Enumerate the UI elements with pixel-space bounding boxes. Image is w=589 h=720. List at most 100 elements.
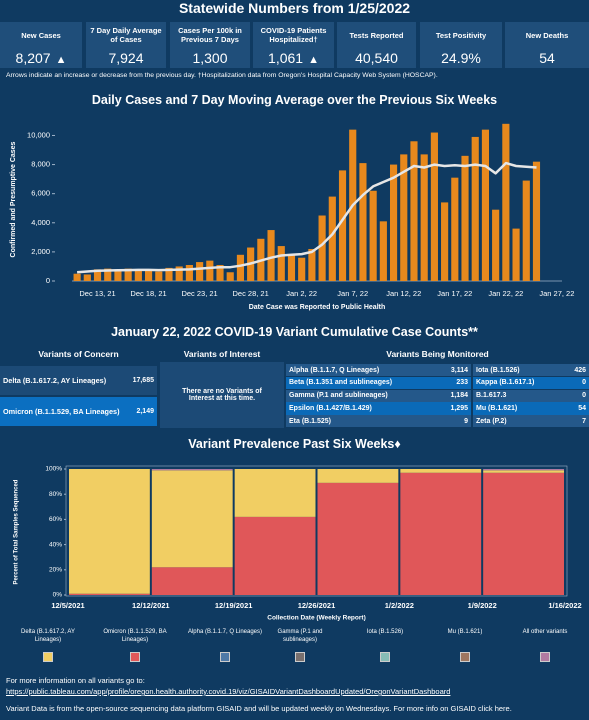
kpi-tile: New Cases 8,207 ▲: [0, 22, 82, 68]
variant-count: 233: [456, 379, 468, 387]
y-tick-label: 2,000: [31, 247, 50, 256]
stack-segment: [400, 472, 482, 595]
bar: [441, 202, 449, 281]
legend-item: Delta (B.1.617.2, AY Lineages): [8, 628, 88, 662]
variant-count: 1,184: [450, 392, 468, 400]
legend-item: Mu (B.1.621): [425, 628, 505, 662]
variant-count: 7: [582, 417, 586, 425]
kpi-number: 1,061: [268, 50, 304, 66]
legend-label: Omicron (B.1.1.529, BA Lineages): [103, 629, 167, 643]
stack-segment: [400, 469, 482, 473]
y-tick-label: 40%: [49, 541, 62, 548]
x-tick-label: Dec 18, 21: [130, 289, 166, 298]
bar: [379, 221, 387, 281]
table-row: Mu (B.1.621) 54: [473, 402, 589, 415]
x-tick-label: Jan 17, 22: [437, 289, 472, 298]
bar: [318, 215, 326, 281]
bar: [461, 155, 469, 281]
chart-title: Daily Cases and 7 Day Moving Average ove…: [91, 93, 498, 107]
variant-count: 0: [582, 379, 586, 387]
interest-box: There are no Variants of Interest at thi…: [160, 362, 284, 428]
bar: [532, 161, 541, 281]
bar: [277, 246, 285, 281]
bar: [114, 269, 122, 281]
kpi-value: 7,924: [86, 50, 166, 66]
bar: [267, 230, 275, 281]
legend-swatch: [540, 652, 550, 662]
stack-segment: [317, 469, 399, 483]
stack-segment: [151, 567, 233, 595]
bar: [298, 257, 306, 281]
bar: [522, 180, 530, 281]
legend-swatch: [380, 652, 390, 662]
bar: [502, 123, 510, 281]
variant-name: B.1.617.3: [476, 392, 507, 400]
x-tick-label: 12/19/2021: [215, 601, 253, 610]
kpi-label: New Deaths: [525, 30, 569, 40]
kpi-tile: COVID-19 Patients Hospitalized† 1,061 ▲: [253, 22, 334, 68]
table-row: Epsilon (B.1.427/B.1.429) 1,295: [286, 402, 471, 415]
bar: [512, 228, 520, 281]
bar: [165, 267, 173, 281]
variant-count: 3,114: [450, 366, 468, 374]
variant-count: 17,685: [132, 377, 154, 384]
x-tick-label: Jan 27, 22: [539, 289, 574, 298]
legend-label: Delta (B.1.617.2, AY Lineages): [21, 629, 75, 643]
table-header: Variants of Concern: [38, 349, 119, 359]
footer-info: For more information on all variants go …: [6, 676, 145, 685]
kpi-value: 1,300: [170, 50, 250, 66]
stack-segment: [483, 472, 564, 595]
legend-label: Gamma (P.1 and sublineages): [277, 629, 323, 643]
bar: [471, 136, 479, 281]
kpi-label: New Cases: [21, 30, 61, 40]
kpi-label: 7 Day Daily Average of Cases: [90, 26, 162, 44]
kpi-label: COVID-19 Patients Hospitalized†: [260, 26, 327, 44]
bar: [83, 274, 91, 281]
trend-arrow: ▲: [55, 54, 67, 66]
bar: [451, 177, 459, 281]
table-row: Alpha (B.1.1.7, Q Lineages) 3,114: [286, 364, 471, 377]
bar: [420, 154, 428, 281]
variants-title: January 22, 2022 COVID-19 Variant Cumula…: [111, 325, 478, 339]
x-tick-label: Jan 12, 22: [386, 289, 421, 298]
x-tick-label: Dec 28, 21: [233, 289, 269, 298]
kpi-value: 1,061 ▲: [253, 50, 334, 66]
y-tick-label: 20%: [49, 567, 62, 574]
footer-link[interactable]: https://public.tableau.com/app/profile/o…: [6, 687, 451, 696]
stack-segment: [317, 482, 399, 595]
variant-count: 54: [578, 405, 586, 413]
kpi-number: 54: [539, 50, 555, 66]
stack-segment: [69, 593, 150, 595]
kpi-number: 40,540: [355, 50, 398, 66]
x-tick-label: Jan 7, 22: [337, 289, 368, 298]
table-row: Eta (B.1.525) 9: [286, 415, 471, 428]
bar: [369, 190, 377, 281]
table-row: Delta (B.1.617.2, AY Lineages) 17,685: [0, 366, 157, 395]
variant-name: Alpha (B.1.1.7, Q Lineages): [289, 366, 380, 374]
x-axis-title: Collection Date (Weekly Report): [267, 615, 365, 622]
variant-count: 1,295: [450, 405, 468, 413]
legend-swatch: [130, 652, 140, 662]
bar: [93, 269, 102, 281]
bar: [175, 266, 183, 281]
legend-label: Iota (B.1.526): [366, 629, 404, 635]
variant-name: Gamma (P.1 and sublineages): [289, 392, 388, 400]
bar: [104, 268, 112, 281]
kpi-value: 24.9%: [420, 50, 502, 66]
variant-count: 426: [574, 366, 586, 374]
x-tick-label: Jan 2, 22: [286, 289, 317, 298]
variant-count: 0: [582, 392, 586, 400]
kpi-number: 8,207: [15, 50, 51, 66]
footer-source: Variant Data is from the open-source seq…: [6, 704, 512, 713]
bar: [338, 170, 347, 281]
bar: [481, 129, 490, 281]
bar: [124, 268, 132, 281]
legend-swatch: [220, 652, 230, 662]
y-tick-label: 100%: [45, 466, 62, 473]
kpi-tile: New Deaths 54: [505, 22, 589, 68]
bar: [236, 254, 245, 281]
kpi-value: 8,207 ▲: [0, 50, 82, 66]
y-tick-label: 60%: [49, 516, 62, 523]
bar: [492, 209, 500, 281]
